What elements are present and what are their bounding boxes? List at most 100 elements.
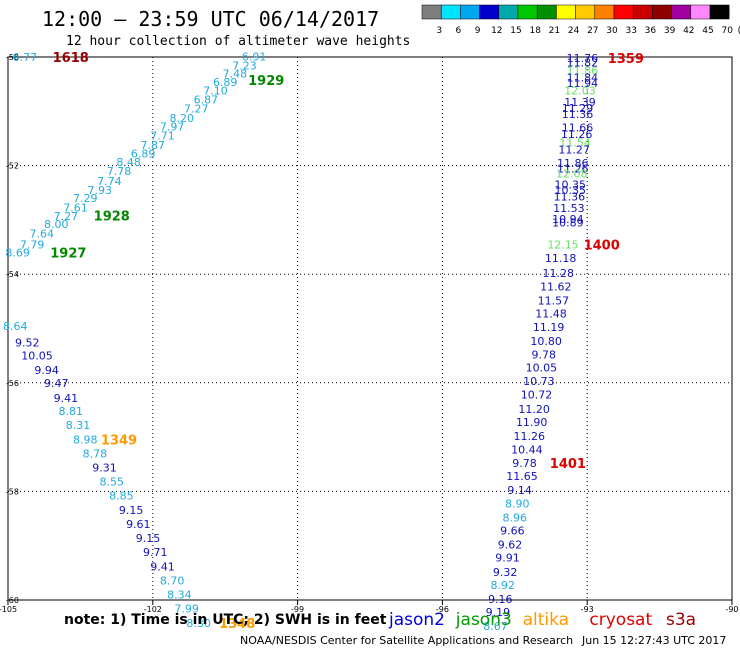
color-scale-label: 15 [510, 26, 521, 36]
pass-time-label: 1927 [50, 246, 86, 261]
wave-height-label: 7.99 [174, 603, 199, 616]
wave-height-label: 11.76 [567, 52, 599, 65]
x-tick-label: -93 [581, 605, 594, 614]
wave-height-label: 11.36 [554, 191, 586, 204]
wave-height-label: 8.78 [83, 447, 108, 460]
footer-credit: NOAA/NESDIS Center for Satellite Applica… [240, 634, 573, 647]
wave-height-label: 7.78 [107, 165, 132, 178]
wave-height-label: 10.89 [552, 217, 584, 230]
pass-time-label: 1929 [248, 74, 284, 89]
wave-height-label: 11.57 [538, 294, 570, 307]
wave-height-label: 8.20 [170, 112, 195, 125]
wave-height-label: 9.91 [495, 552, 520, 565]
wave-height-label: 7.74 [97, 175, 122, 188]
color-scale-label: 21 [549, 26, 560, 36]
wave-height-label: 11.36 [562, 108, 594, 121]
legend-entry: cryosat [589, 610, 652, 630]
color-scale-swatch [594, 4, 615, 20]
wave-height-label: 11.90 [516, 416, 548, 429]
pass-time-label: 1359 [608, 52, 644, 67]
y-tick-label: -58 [6, 487, 19, 496]
wave-height-label: 11.26 [561, 128, 593, 141]
wave-height-label: 9.32 [493, 566, 518, 579]
wave-height-label: 11.19 [533, 321, 565, 334]
legend-entry: jason2 [388, 610, 445, 630]
wave-height-label: 9.15 [136, 532, 161, 545]
chart-subtitle: 12 hour collection of altimeter wave hei… [66, 34, 410, 49]
wave-height-label: 6.89 [131, 148, 156, 161]
note-text: note: 1) Time is in UTC; 2) SWH is in fe… [64, 612, 387, 628]
color-scale-label: 42 [683, 26, 694, 36]
color-scale-swatch [652, 4, 672, 20]
wave-height-label: 11.20 [518, 403, 550, 416]
wave-height-label: 6.89 [213, 76, 238, 89]
color-scale-label: 39 [664, 26, 676, 36]
wave-height-label: 11.18 [545, 252, 577, 265]
wave-height-label: 7.97 [160, 121, 185, 134]
y-tick-label: -60 [6, 596, 19, 605]
pass-time-labels: 1618 1929 1928 1927 1349 1348 1359 1400 1401 [50, 51, 644, 632]
color-scale-label: 9 [475, 26, 481, 36]
wave-height-label: 9.31 [92, 462, 117, 475]
color-scale-swatch [575, 4, 596, 20]
wave-height-label: 11.82 [567, 56, 599, 69]
wave-height-label: 6.77 [13, 51, 38, 64]
wave-height-label: 8.69 [5, 246, 30, 259]
wave-height-label: 6.87 [194, 93, 219, 106]
wave-height-label: 9.52 [15, 337, 40, 350]
x-tick-label: -99 [291, 605, 304, 614]
pass-time-label: 1349 [101, 433, 137, 448]
color-scale-label: 33 [625, 26, 636, 36]
wave-height-label: 7.93 [87, 184, 112, 197]
wave-height-label: 9.62 [498, 539, 523, 552]
wave-height-label: 7.27 [54, 210, 79, 223]
wave-height-label: 10.05 [526, 362, 558, 375]
color-scale-swatch [690, 4, 711, 20]
color-scale-unit: (ft) [738, 26, 740, 36]
color-scale-swatch [479, 4, 500, 20]
wave-height-label: 11.86 [567, 65, 599, 78]
color-scale-swatch [671, 4, 692, 20]
wave-height-label: 7.61 [63, 201, 88, 214]
wave-height-label: 11.48 [535, 307, 567, 320]
color-scale-swatch [613, 4, 634, 20]
wave-height-label: 8.00 [44, 218, 69, 231]
wave-height-label: 11.29 [562, 102, 594, 115]
footer-timestamp: Jun 15 12:27:43 UTC 2017 [581, 634, 726, 647]
wave-height-label: 11.27 [558, 143, 590, 156]
wave-height-label: 9.94 [34, 364, 59, 377]
chart-title: 12:00 – 23:59 UTC 06/14/2017 [42, 7, 379, 31]
wave-height-label: 8.64 [3, 320, 28, 333]
color-scale-swatch [536, 4, 557, 20]
wave-height-label: 8.30 [186, 617, 211, 630]
color-scale-swatch [440, 4, 461, 20]
wave-height-label: 9.66 [500, 524, 525, 537]
color-scale-swatch [498, 4, 519, 20]
wave-height-label: 8.70 [160, 574, 185, 587]
color-scale-swatch [556, 4, 576, 20]
wave-height-label: 8.85 [109, 490, 134, 503]
y-tick-label: -54 [6, 270, 19, 279]
wave-height-label: 6.91 [242, 50, 267, 63]
wave-height-label: 7.71 [150, 130, 175, 143]
legend-entry: jason3 [455, 610, 512, 630]
wave-height-label: 10.35 [555, 179, 587, 192]
wave-height-label: 12.15 [547, 238, 579, 251]
legend-entry: s3a [666, 610, 696, 630]
wave-height-label: 9.78 [512, 457, 537, 470]
y-tick-label: -50 [6, 53, 19, 62]
y-tick-label: -52 [6, 162, 19, 171]
wave-height-label: 10.44 [511, 444, 543, 457]
x-tick-label: -96 [436, 605, 449, 614]
wave-height-label: 11.94 [567, 77, 599, 90]
wave-height-label: 10.94 [552, 213, 584, 226]
wave-height-label: 12.08 [556, 168, 588, 181]
plot-grid [8, 57, 732, 600]
wave-height-label: 7.87 [141, 139, 166, 152]
wave-height-label: 9.15 [119, 504, 144, 517]
wave-height-label: 10.73 [523, 375, 555, 388]
wave-height-label: 8.90 [505, 497, 530, 510]
plot-axes: -105 -102 -99 -96 -93 -90 -50 -52 -54 -56 -58 -60 [0, 53, 739, 614]
wave-height-label: 9.61 [126, 518, 151, 531]
wave-height-label: 7.79 [20, 238, 45, 251]
